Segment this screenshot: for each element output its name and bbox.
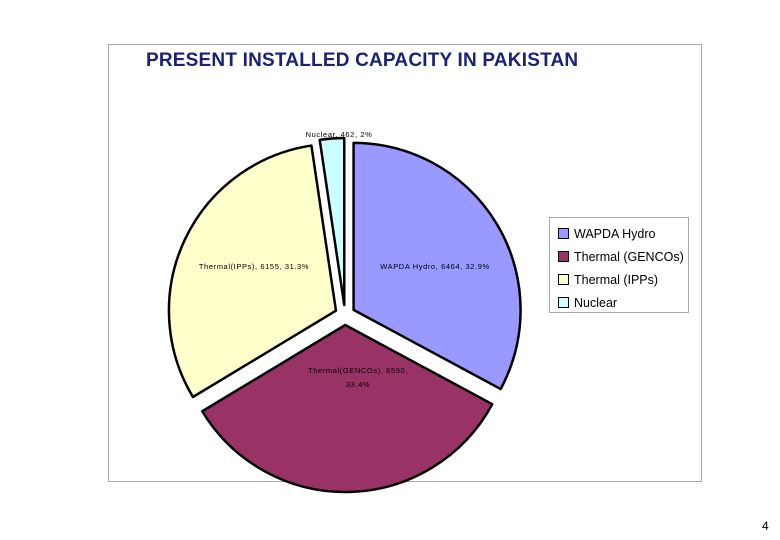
- pie-slice-thermal-ipps: [167, 144, 338, 399]
- chart-title: PRESENT INSTALLED CAPACITY IN PAKISTAN: [146, 50, 579, 71]
- legend-swatch-nuclear: [558, 297, 569, 308]
- legend-item-thermal-gencos: Thermal (GENCOs): [558, 245, 688, 268]
- data-label-wapda-hydro: WAPDA Hydro, 6464, 32.9%: [380, 262, 490, 271]
- pie-slice-thermal-gencos: [200, 323, 494, 494]
- legend-swatch-thermal-ipps: [558, 274, 569, 285]
- legend-label-wapda-hydro: WAPDA Hydro: [574, 226, 656, 241]
- slide-number: 4: [762, 519, 769, 533]
- pie-slice-wapda-hydro: [352, 141, 522, 391]
- legend-label-nuclear: Nuclear: [574, 295, 618, 310]
- legend-item-wapda-hydro: WAPDA Hydro: [558, 222, 688, 245]
- legend-item-nuclear: Nuclear: [558, 291, 688, 314]
- legend-item-thermal-ipps: Thermal (IPPs): [558, 268, 688, 291]
- pie-slice-nuclear: [318, 136, 346, 307]
- legend-label-thermal-ipps: Thermal (IPPs): [574, 272, 659, 287]
- data-label-thermal-ipps: Thermal(IPPs), 6155, 31.3%: [199, 262, 309, 271]
- legend-label-thermal-gencos: Thermal (GENCOs): [574, 249, 684, 264]
- legend-swatch-thermal-gencos: [558, 251, 569, 262]
- legend-swatch-wapda-hydro: [558, 228, 569, 239]
- data-label-nuclear: Nuclear, 462, 2%: [306, 130, 373, 139]
- chart-legend: WAPDA Hydro Thermal (GENCOs) Thermal (IP…: [549, 217, 689, 313]
- data-label-thermal-gencos: Thermal(GENCOs), 6590, 33.4%: [308, 366, 408, 389]
